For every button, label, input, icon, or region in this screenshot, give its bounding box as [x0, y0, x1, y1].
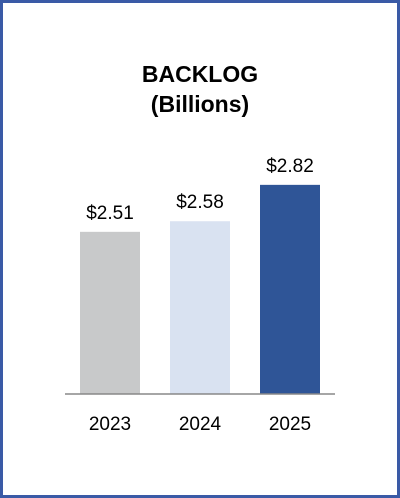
- bar: [170, 221, 230, 394]
- bar: [80, 231, 140, 394]
- bar: [260, 184, 320, 394]
- value-label: $2.58: [176, 192, 224, 213]
- chart-subtitle: (Billions): [151, 91, 249, 117]
- value-label: $2.51: [86, 203, 134, 224]
- value-label: $2.82: [266, 156, 314, 177]
- x-tick-label: 2023: [89, 414, 131, 435]
- x-tick-label: 2024: [179, 414, 222, 435]
- x-tick-label: 2025: [269, 414, 311, 435]
- chart-title: BACKLOG: [142, 61, 258, 87]
